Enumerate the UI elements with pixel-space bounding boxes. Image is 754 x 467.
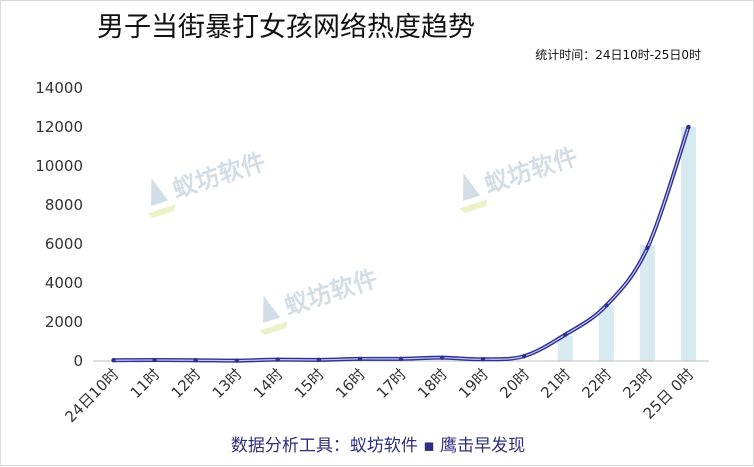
watermark-logo-icon — [263, 295, 281, 323]
line-series — [111, 124, 691, 363]
x-tick-label: 11时 — [127, 365, 164, 402]
bar-series — [557, 127, 696, 361]
bar — [598, 305, 614, 361]
data-point — [604, 303, 609, 308]
x-tick-label: 18时 — [414, 365, 451, 402]
y-tick-label: 0 — [73, 352, 83, 370]
data-point — [686, 124, 691, 130]
y-tick-label: 6000 — [45, 235, 83, 253]
data-point — [645, 245, 650, 251]
data-point — [439, 355, 445, 360]
x-tick-label: 19时 — [455, 365, 492, 402]
watermark: 蚁坊软件 — [147, 147, 269, 219]
watermark-logo-icon — [463, 173, 481, 201]
x-tick-label: 20时 — [496, 365, 533, 402]
x-tick-label: 14时 — [250, 365, 287, 402]
x-tick-label: 15时 — [291, 365, 328, 402]
x-tick-label: 17时 — [373, 365, 410, 402]
y-tick-label: 14000 — [35, 79, 83, 97]
data-point — [275, 357, 280, 362]
watermark: 蚁坊软件 — [259, 264, 381, 336]
bar — [557, 335, 573, 361]
y-tick-label: 12000 — [35, 118, 83, 136]
bar — [680, 127, 696, 361]
chart-subtitle: 统计时间：24日10时-25日0时 — [535, 48, 701, 62]
y-tick-label: 8000 — [45, 196, 83, 214]
x-axis: 24日10时 11时 12时 13时 14时 15时 16时 17时 18时 19时 20时 21时 2… — [61, 365, 697, 426]
watermark-text: 蚁坊软件 — [169, 147, 269, 203]
bar — [639, 244, 655, 361]
data-point — [316, 357, 322, 363]
x-tick-label: 21时 — [537, 365, 574, 402]
watermark-logo-icon — [151, 178, 169, 206]
data-point — [152, 357, 157, 363]
y-tick-label: 2000 — [45, 313, 83, 331]
data-point — [522, 353, 527, 359]
y-axis: 0 2000 4000 6000 8000 10000 12000 14000 — [35, 79, 83, 370]
watermark-logo-accent-icon — [259, 321, 288, 336]
data-point — [480, 357, 486, 362]
x-tick-label: 22时 — [578, 365, 615, 402]
watermark-logo-accent-icon — [459, 199, 488, 214]
data-point — [193, 358, 198, 363]
watermark-text: 蚁坊软件 — [281, 264, 381, 320]
chart-title: 男子当街暴打女孩网络热度趋势 — [97, 12, 475, 43]
watermark-logo-accent-icon — [147, 204, 176, 219]
footer-text: 数据分析工具：蚁坊软件 ▪ 鹰击早发现 — [231, 436, 525, 456]
y-tick-label: 4000 — [45, 274, 83, 292]
x-tick-label: 23时 — [619, 365, 656, 402]
x-tick-label: 13时 — [209, 365, 246, 402]
watermark: 蚁坊软件 — [459, 142, 581, 214]
data-point — [563, 332, 568, 337]
x-tick-label: 24日10时 — [61, 365, 122, 426]
x-tick-label: 12时 — [168, 365, 205, 402]
data-point — [398, 356, 404, 362]
data-point — [234, 358, 239, 363]
x-tick-label: 16时 — [332, 365, 369, 402]
y-tick-label: 10000 — [35, 157, 83, 175]
data-point — [111, 358, 116, 363]
watermark-text: 蚁坊软件 — [481, 142, 581, 198]
data-point — [357, 356, 363, 362]
